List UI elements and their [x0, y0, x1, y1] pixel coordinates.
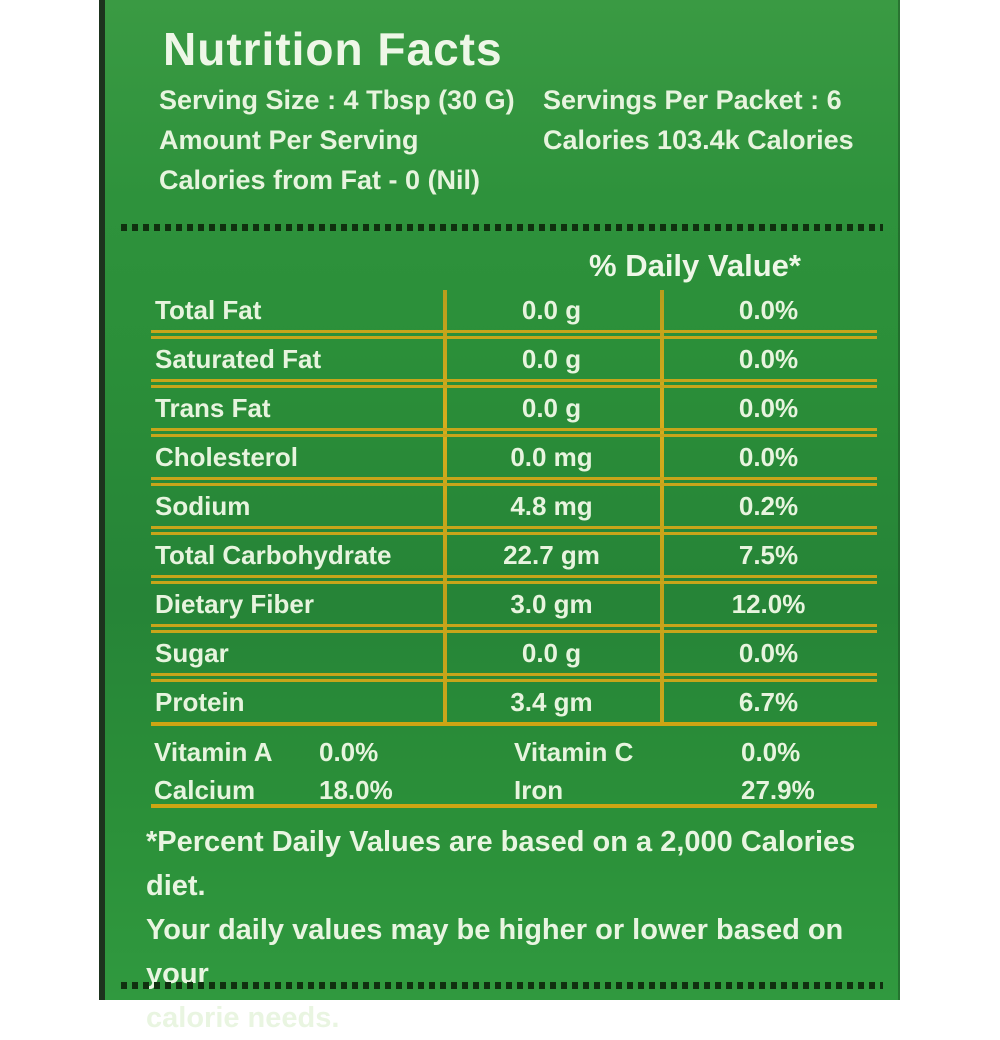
- servings-per-packet-text: Servings Per Packet : 6: [543, 85, 842, 115]
- nutrient-name: Saturated Fat: [155, 343, 322, 374]
- micronutrient-value: 0.0%: [319, 736, 379, 767]
- nutrient-name: Total Carbohydrate: [155, 539, 392, 570]
- nutrient-table: Total Fat 0.0 g 0.0% Saturated Fat 0.0 g…: [151, 290, 877, 722]
- daily-value-heading: % Daily Value*: [589, 248, 801, 283]
- micronutrients-block: Vitamin A 0.0% Vitamin C 0.0% Calcium 18…: [151, 733, 877, 809]
- table-row: Total Fat 0.0 g 0.0%: [151, 290, 877, 330]
- calories-from-fat-text: Calories from Fat - 0 (Nil): [159, 165, 481, 195]
- header-right-block: Servings Per Packet : 6 Calories 103.4k …: [543, 80, 854, 160]
- nutrient-amount: 0.0 g: [521, 392, 582, 423]
- nutrient-daily-value: 6.7%: [738, 686, 799, 717]
- nutrition-label: Nutrition Facts Serving Size : 4 Tbsp (3…: [99, 0, 900, 1034]
- table-column-divider-1: [443, 290, 447, 722]
- footnote-line: *Percent Daily Values are based on a 2,0…: [146, 826, 856, 902]
- nutrient-daily-value: 7.5%: [738, 539, 799, 570]
- serving-size-text: Serving Size : 4 Tbsp (30 G): [159, 85, 515, 115]
- table-row: Saturated Fat 0.0 g 0.0%: [151, 339, 877, 379]
- table-row: Sodium 4.8 mg 0.2%: [151, 486, 877, 526]
- nutrient-amount: 4.8 mg: [510, 490, 593, 521]
- dashed-divider-top: [121, 224, 883, 231]
- table-column-divider-2: [660, 290, 664, 722]
- nutrient-name: Total Fat: [155, 294, 262, 325]
- micronutrient-name: Iron: [514, 774, 564, 805]
- nutrient-amount: 0.0 g: [521, 294, 582, 325]
- daily-value-footnote: *Percent Daily Values are based on a 2,0…: [146, 820, 891, 1040]
- row-separator: [151, 624, 877, 633]
- nutrient-daily-value: 0.0%: [738, 392, 799, 423]
- nutrient-daily-value: 0.2%: [738, 490, 799, 521]
- micronutrient-row: Vitamin A 0.0% Vitamin C 0.0%: [151, 733, 877, 771]
- nutrient-name: Sodium: [155, 490, 251, 521]
- nutrient-daily-value: 0.0%: [738, 637, 799, 668]
- calories-text: Calories 103.4k Calories: [543, 125, 854, 155]
- table-row: Trans Fat 0.0 g 0.0%: [151, 388, 877, 428]
- row-separator: [151, 379, 877, 388]
- micronutrient-value: 27.9%: [741, 774, 815, 805]
- micronutrients-bottom-line: [151, 804, 877, 808]
- row-separator: [151, 526, 877, 535]
- row-separator: [151, 575, 877, 584]
- micronutrient-value: 18.0%: [319, 774, 393, 805]
- nutrient-daily-value: 12.0%: [731, 588, 806, 619]
- nutrient-amount: 0.0 mg: [510, 441, 593, 472]
- nutrient-amount: 0.0 g: [521, 637, 582, 668]
- micronutrient-name: Calcium: [154, 774, 256, 805]
- nutrient-amount: 3.0 gm: [510, 588, 593, 619]
- table-row: Protein 3.4 gm 6.7%: [151, 682, 877, 722]
- nutrient-daily-value: 0.0%: [738, 343, 799, 374]
- nutrient-amount: 3.4 gm: [510, 686, 593, 717]
- dashed-divider-bottom: [121, 982, 883, 989]
- nutrient-amount: 0.0 g: [521, 343, 582, 374]
- nutrient-daily-value: 0.0%: [738, 294, 799, 325]
- table-row: Cholesterol 0.0 mg 0.0%: [151, 437, 877, 477]
- row-separator: [151, 428, 877, 437]
- nutrient-daily-value: 0.0%: [738, 441, 799, 472]
- micronutrient-row: Calcium 18.0% Iron 27.9%: [151, 771, 877, 809]
- table-row: Dietary Fiber 3.0 gm 12.0%: [151, 584, 877, 624]
- nutrient-name: Trans Fat: [155, 392, 271, 423]
- nutrient-name: Sugar: [155, 637, 229, 668]
- table-row: Total Carbohydrate 22.7 gm 7.5%: [151, 535, 877, 575]
- nutrient-name: Dietary Fiber: [155, 588, 314, 619]
- amount-per-serving-text: Amount Per Serving: [159, 125, 419, 155]
- row-separator: [151, 330, 877, 339]
- row-separator: [151, 673, 877, 682]
- nutrient-amount: 22.7 gm: [503, 539, 600, 570]
- table-row: Sugar 0.0 g 0.0%: [151, 633, 877, 673]
- micronutrient-value: 0.0%: [741, 736, 801, 767]
- nutrient-name: Cholesterol: [155, 441, 299, 472]
- row-separator: [151, 477, 877, 486]
- nutrition-facts-title: Nutrition Facts: [163, 23, 503, 75]
- header-left-block: Serving Size : 4 Tbsp (30 G) Amount Per …: [159, 80, 515, 200]
- footnote-line: calorie needs.: [146, 1002, 340, 1034]
- table-bottom-line: [151, 722, 877, 726]
- micronutrient-name: Vitamin C: [514, 736, 634, 767]
- micronutrient-name: Vitamin A: [154, 736, 273, 767]
- nutrient-name: Protein: [155, 686, 245, 717]
